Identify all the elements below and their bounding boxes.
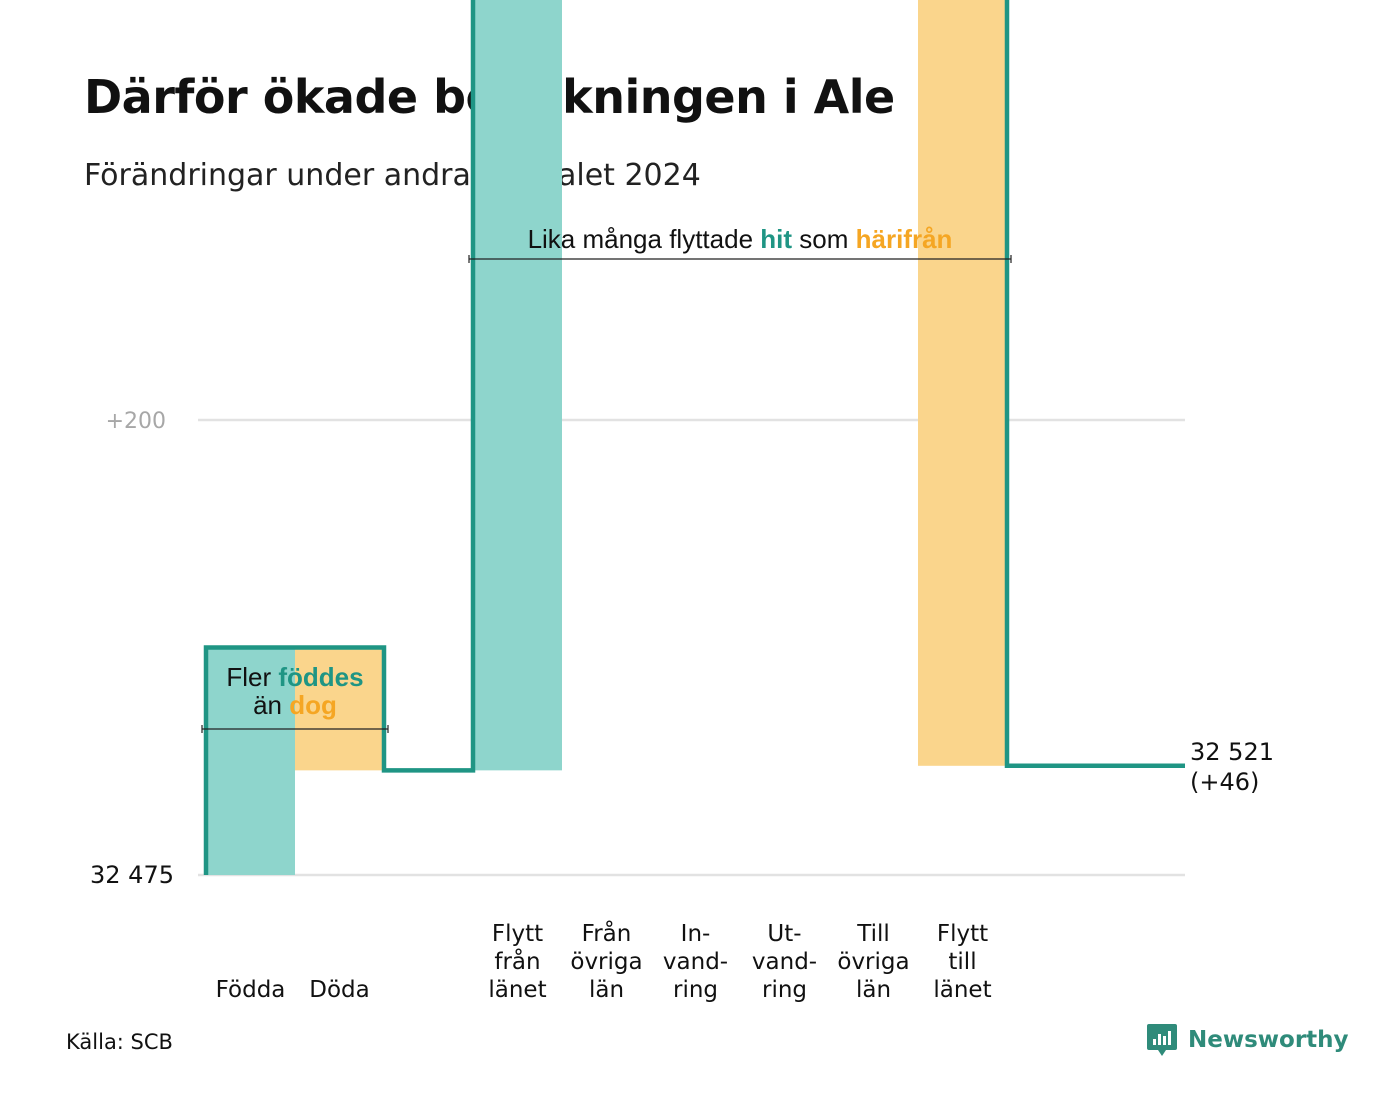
step-line-layer xyxy=(203,0,1185,875)
category-label-till_ovriga_lan: övriga xyxy=(837,949,909,975)
annotation-span: härifrån xyxy=(856,224,953,254)
bar-fodda xyxy=(206,647,295,875)
category-label-utvandring: vand- xyxy=(752,949,817,975)
annotation-span: Lika många flyttade xyxy=(528,224,761,254)
annotation-span: hit xyxy=(760,224,792,254)
bar-layer xyxy=(206,0,1007,875)
category-label-flytt_fran_lanet: länet xyxy=(488,977,546,1003)
bar-flytt_till_lanet xyxy=(918,0,1007,766)
step-line xyxy=(203,0,1185,875)
category-label-invandring: vand- xyxy=(663,949,728,975)
annotation-births-line1: Fler föddes xyxy=(226,662,363,692)
base-value-label: 32 475 xyxy=(90,861,174,889)
annotation-migration: Lika många flyttade hit som härifrån xyxy=(528,224,953,254)
category-label-fran_ovriga_lan: län xyxy=(589,977,624,1003)
category-label-fran_ovriga_lan: Från xyxy=(582,919,632,947)
grid-layer xyxy=(198,418,1185,877)
bar-flytt_fran_lanet xyxy=(473,0,562,771)
label-layer: +200+40032 475FöddaDödaFlyttfrånlänetFrå… xyxy=(90,409,1274,1003)
end-change-label: (+46) xyxy=(1190,768,1259,796)
brand-name: Newsworthy xyxy=(1188,1027,1349,1053)
y-tick-label: +200 xyxy=(106,409,166,434)
brand-logo: Newsworthy xyxy=(1146,1022,1349,1058)
annotation-span: Fler xyxy=(226,662,278,692)
category-label-flytt_till_lanet: till xyxy=(948,949,976,975)
category-label-flytt_fran_lanet: från xyxy=(494,947,540,975)
annotation-span: som xyxy=(792,224,856,254)
category-label-utvandring: ring xyxy=(762,977,807,1003)
category-label-fran_ovriga_lan: övriga xyxy=(570,949,642,975)
newsworthy-logo-icon xyxy=(1147,1024,1177,1056)
category-label-invandring: ring xyxy=(673,977,718,1003)
source-note: Källa: SCB xyxy=(66,1030,173,1054)
category-label-till_ovriga_lan: Till xyxy=(856,921,890,947)
category-label-flytt_fran_lanet: Flytt xyxy=(492,921,543,947)
category-label-flytt_till_lanet: Flytt xyxy=(937,921,988,947)
chart-subtitle: Förändringar under andra kvartalet 2024 xyxy=(84,158,701,193)
bar-doda xyxy=(295,647,384,771)
category-label-till_ovriga_lan: län xyxy=(856,977,891,1003)
category-label-doda: Döda xyxy=(309,977,369,1003)
annotation-births-line2: än dog xyxy=(253,690,337,720)
end-value-label: 32 521 xyxy=(1190,738,1274,766)
category-label-invandring: In- xyxy=(681,921,711,947)
annotation-span: föddes xyxy=(278,662,363,692)
category-label-utvandring: Ut- xyxy=(767,921,801,947)
annotation-span: än xyxy=(253,690,289,720)
category-label-flytt_till_lanet: länet xyxy=(933,977,991,1003)
annotation-span: dog xyxy=(289,690,337,720)
waterfall-chart: +200+40032 475FöddaDödaFlyttfrånlänetFrå… xyxy=(90,0,1274,1003)
category-label-fodda: Födda xyxy=(216,977,286,1003)
